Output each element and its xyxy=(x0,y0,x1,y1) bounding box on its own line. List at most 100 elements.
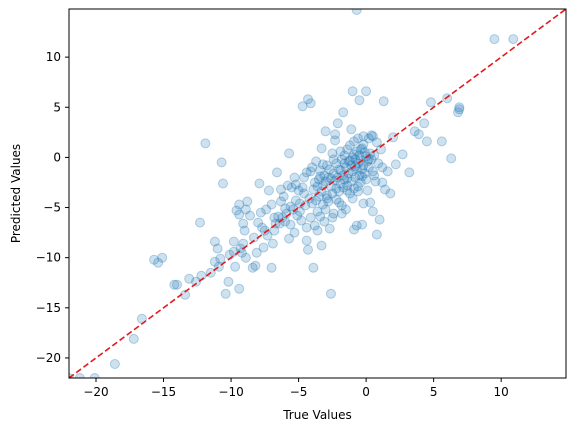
data-point xyxy=(330,135,341,146)
data-point xyxy=(350,172,361,183)
data-point xyxy=(240,204,251,215)
data-point xyxy=(340,204,351,215)
data-point xyxy=(322,190,332,201)
data-point xyxy=(357,164,368,175)
data-point xyxy=(374,214,385,225)
data-point xyxy=(366,130,377,141)
data-point xyxy=(282,180,293,191)
data-point xyxy=(149,254,160,265)
data-point xyxy=(212,243,223,254)
data-point xyxy=(184,273,195,284)
data-point xyxy=(195,217,205,228)
data-point xyxy=(363,162,374,173)
data-point xyxy=(334,186,345,197)
data-point xyxy=(355,144,366,155)
data-point xyxy=(294,206,305,217)
data-point xyxy=(254,178,265,189)
data-point xyxy=(128,333,139,344)
x-tick-label: −15 xyxy=(151,385,176,399)
data-point xyxy=(355,177,366,188)
data-point xyxy=(334,164,345,175)
data-point xyxy=(367,131,378,142)
y-tick-label: 5 xyxy=(53,100,61,114)
data-point xyxy=(330,129,341,140)
data-point xyxy=(228,236,239,247)
data-point xyxy=(350,154,361,165)
x-tick-label: 0 xyxy=(362,385,370,399)
data-point xyxy=(367,206,378,217)
data-point xyxy=(299,188,309,199)
data-point xyxy=(323,196,334,207)
data-point xyxy=(231,205,242,216)
data-point xyxy=(315,165,326,176)
data-point xyxy=(369,170,380,181)
data-point xyxy=(339,158,350,169)
data-point xyxy=(378,96,389,107)
data-point xyxy=(349,224,359,235)
data-point xyxy=(336,154,347,165)
data-point xyxy=(157,252,168,263)
data-point xyxy=(353,181,363,192)
data-point xyxy=(323,172,334,183)
data-point xyxy=(109,359,120,369)
data-point xyxy=(313,174,324,185)
data-point xyxy=(351,146,362,157)
data-point xyxy=(371,137,382,148)
data-point xyxy=(200,138,211,149)
data-point xyxy=(239,225,250,236)
data-point xyxy=(251,247,262,258)
data-point xyxy=(296,215,307,226)
x-tick-label: −5 xyxy=(290,385,308,399)
data-point xyxy=(285,219,296,230)
data-point xyxy=(266,199,277,210)
data-point xyxy=(276,196,286,207)
data-point xyxy=(339,150,350,161)
data-point xyxy=(327,148,338,159)
data-point xyxy=(312,206,323,217)
data-point xyxy=(419,118,430,129)
data-point xyxy=(216,157,227,168)
x-tick-label: −10 xyxy=(218,385,243,399)
data-point xyxy=(377,177,388,188)
data-point xyxy=(373,158,384,169)
y-tick-label: −20 xyxy=(36,351,61,365)
data-point xyxy=(346,176,357,187)
data-point xyxy=(245,210,255,221)
data-point xyxy=(290,195,301,206)
data-point xyxy=(324,223,335,234)
data-point xyxy=(357,171,368,182)
data-point xyxy=(322,160,332,171)
data-point xyxy=(319,170,330,181)
data-point xyxy=(446,153,457,164)
data-point xyxy=(454,104,465,115)
data-point xyxy=(288,204,299,215)
data-point xyxy=(353,186,363,197)
data-point xyxy=(250,260,261,271)
data-point xyxy=(153,257,164,268)
data-point xyxy=(230,261,241,272)
data-point xyxy=(351,220,362,231)
data-point xyxy=(307,162,318,173)
data-point xyxy=(346,124,357,135)
data-point xyxy=(305,98,316,109)
data-point xyxy=(358,160,369,171)
data-point xyxy=(319,216,330,227)
data-point xyxy=(344,155,355,166)
data-point xyxy=(425,97,436,108)
data-point xyxy=(89,373,100,378)
data-point xyxy=(342,185,353,196)
data-point xyxy=(357,219,368,230)
data-point xyxy=(303,244,313,255)
data-point xyxy=(338,107,349,118)
data-point xyxy=(269,212,280,223)
data-point xyxy=(284,233,295,244)
data-point xyxy=(413,129,424,140)
data-point xyxy=(370,176,381,187)
data-point xyxy=(311,156,322,167)
data-point xyxy=(301,222,312,233)
data-point xyxy=(344,140,355,151)
x-axis-label: True Values xyxy=(282,408,352,422)
data-point xyxy=(309,177,320,188)
data-point xyxy=(454,102,465,113)
data-point xyxy=(377,162,388,173)
